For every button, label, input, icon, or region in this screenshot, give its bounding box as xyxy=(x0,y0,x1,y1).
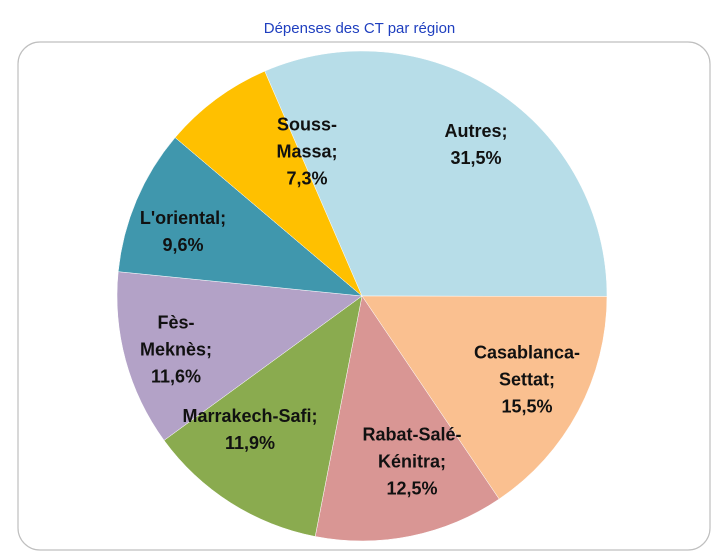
data-label: Casablanca-Settat; 15,5% xyxy=(457,340,597,421)
label-separator: ; xyxy=(220,208,227,228)
value-label: 31,5% xyxy=(450,148,502,168)
label-separator: ; xyxy=(501,121,508,141)
label-name: L'oriental; xyxy=(118,205,248,232)
category-name: L'oriental xyxy=(139,208,221,228)
category-name: Autres xyxy=(444,121,502,141)
category-name: Rabat-Salé-Kénitra xyxy=(362,424,462,472)
pie-slice xyxy=(174,70,363,297)
chart-frame xyxy=(17,41,711,551)
data-label: Souss-Massa; 7,3% xyxy=(267,112,347,193)
label-separator: ; xyxy=(549,369,555,390)
category-name: Marrakech-Safi xyxy=(182,406,312,426)
value-label: 9,6% xyxy=(162,235,204,255)
label-name: Fès-Meknès; xyxy=(126,310,226,364)
label-name: Rabat-Salé-Kénitra; xyxy=(342,422,482,476)
label-name: Marrakech-Safi; xyxy=(180,403,320,430)
data-label: L'oriental; 9,6% xyxy=(118,205,248,259)
data-label: Marrakech-Safi; 11,9% xyxy=(180,403,320,457)
value-label: 15,5% xyxy=(501,396,553,417)
value-label: 7,3% xyxy=(286,168,328,189)
pie-slice xyxy=(361,295,608,500)
category-name: Casablanca-Settat xyxy=(473,342,581,390)
label-separator: ; xyxy=(206,339,213,360)
label-name: Casablanca-Settat; xyxy=(457,340,597,394)
value-label: 11,6% xyxy=(150,366,202,387)
label-separator: ; xyxy=(440,451,446,472)
value-label: 11,9% xyxy=(224,433,276,453)
label-separator: ; xyxy=(331,141,338,162)
data-label: Autres; 31,5% xyxy=(411,118,541,172)
label-name: Autres; xyxy=(411,118,541,145)
label-name: Souss-Massa; xyxy=(267,112,347,166)
chart-title: Dépenses des CT par région xyxy=(263,20,456,37)
pie-slice xyxy=(314,295,500,542)
value-label: 12,5% xyxy=(386,478,438,499)
category-name: Souss-Massa xyxy=(276,114,337,162)
pie-slice xyxy=(264,50,608,297)
label-separator: ; xyxy=(311,406,318,426)
data-label: Rabat-Salé-Kénitra; 12,5% xyxy=(342,422,482,503)
category-name: Fès-Meknès xyxy=(139,312,207,360)
pie-slice xyxy=(117,137,363,297)
pie-slice xyxy=(116,271,363,441)
pie-slice xyxy=(163,295,363,537)
data-label: Fès-Meknès; 11,6% xyxy=(126,310,226,391)
